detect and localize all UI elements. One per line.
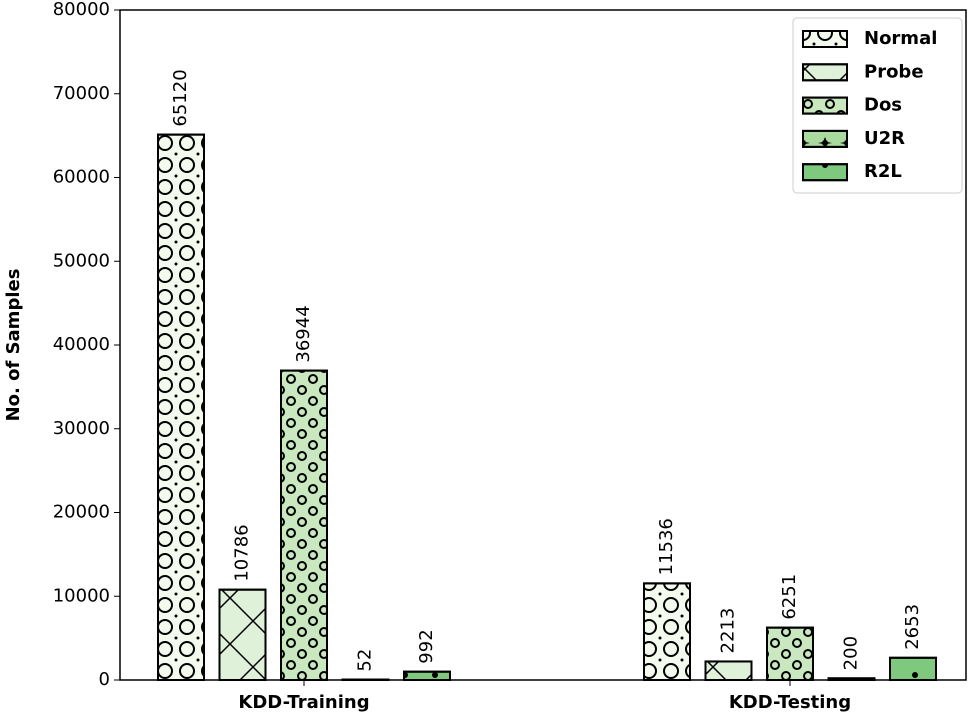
y-tick-label: 50000: [53, 250, 110, 271]
data-label: 36944: [293, 305, 314, 362]
y-axis-label: No. of Samples: [3, 269, 24, 422]
data-label: 992: [416, 629, 437, 663]
bar-pattern: [404, 672, 450, 680]
legend-swatch-pattern: [803, 98, 847, 114]
legend-label: Normal: [864, 28, 937, 49]
legend-label: R2L: [864, 161, 902, 182]
data-label: 2213: [718, 608, 739, 654]
legend-label: Dos: [864, 95, 902, 116]
bar-pattern: [644, 583, 690, 680]
bar-pattern: [281, 371, 327, 680]
y-tick-label: 0: [99, 669, 110, 690]
bar-pattern: [706, 661, 752, 680]
legend-label: Probe: [864, 61, 924, 82]
legend-swatch-pattern: [803, 131, 847, 147]
bar-pattern: [767, 628, 813, 680]
y-tick-label: 20000: [53, 502, 110, 523]
data-label: 6251: [779, 574, 800, 620]
bar-pattern: [890, 658, 936, 680]
bar-pattern: [158, 135, 204, 680]
data-label: 10786: [232, 524, 253, 581]
data-label: 11536: [656, 518, 677, 575]
y-tick-label: 30000: [53, 418, 110, 439]
bar-pattern: [220, 590, 266, 680]
data-label: 52: [355, 649, 376, 672]
data-label: 200: [841, 636, 862, 670]
y-tick-label: 70000: [53, 83, 110, 104]
x-tick-label: KDD-Testing: [729, 692, 851, 713]
data-label: 65120: [170, 69, 191, 126]
legend-swatch-pattern: [803, 64, 847, 80]
legend-swatch-pattern: [803, 164, 847, 180]
legend-label: U2R: [864, 128, 905, 149]
y-tick-label: 60000: [53, 167, 110, 188]
legend-swatch-pattern: [803, 31, 847, 47]
x-tick-label: KDD-Training: [238, 692, 369, 713]
y-tick-label: 40000: [53, 334, 110, 355]
y-tick-label: 10000: [53, 585, 110, 606]
data-label: 2653: [902, 604, 923, 650]
y-tick-label: 80000: [53, 0, 110, 20]
